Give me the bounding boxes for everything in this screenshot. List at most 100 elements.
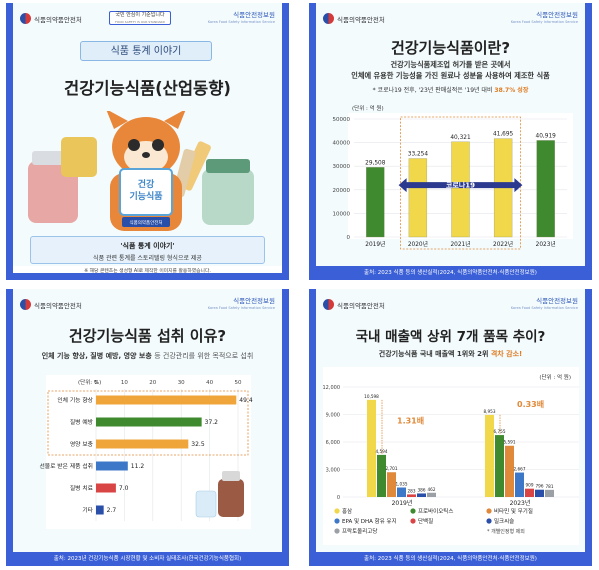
legend-label: 프로바이오틱스 [418, 507, 453, 515]
y-tick-label: 9,000 [326, 413, 340, 419]
legend-swatch [334, 528, 340, 534]
y-tick-label: 30000 [333, 164, 351, 170]
bar [377, 454, 386, 497]
emblem-icon [323, 299, 334, 310]
mascot-ear [164, 111, 186, 129]
ministry-logo: 식품의약품안전처 [323, 13, 385, 24]
value-label: 2.7 [107, 507, 117, 514]
subtitle-main: 인체 기능 향상, 질병 예방, 영양 보충 [41, 352, 155, 360]
banner-title: '식품 통계 이야기' [120, 242, 175, 250]
covid-arrow [398, 178, 523, 193]
y-tick-label: 20000 [333, 188, 351, 194]
bar [397, 487, 406, 497]
value-label: 5,591 [504, 440, 516, 445]
value-label: 6,755 [494, 429, 506, 434]
legend-label: 홍삼 [342, 507, 352, 515]
sales-chart: (단위 : 억 원) 0 10000 20000 30000 40000 50000 29,5… [333, 104, 573, 250]
institute-en: Korea Food Safety Information Service [510, 20, 578, 24]
emblem-icon [20, 13, 31, 24]
value-label: 283 [408, 488, 416, 493]
institute-name: 식품안전정보원 [536, 11, 578, 19]
institute-logo: 식품안전정보원 Korea Food Safety Information Ser… [208, 12, 275, 26]
institute-name: 식품안전정보원 [536, 297, 578, 305]
bar [495, 435, 504, 497]
value-label: 29,508 [365, 160, 386, 166]
ai-note: ※ 해당 콘텐츠는 생성형 AI로 제작한 이미지를 활용하였습니다. [84, 269, 211, 274]
page-title: 건강기능식품 섭취 이유? [68, 327, 227, 345]
unit-label: (단위 : 억 원) [539, 373, 571, 381]
reasons-subtitle: 인체 기능 향상, 질병 예방, 영양 보충 등 건강관리를 위한 목적으로 섭… [6, 351, 289, 361]
legend-swatch [410, 508, 416, 514]
mascot-sign-line1: 건강 [138, 178, 155, 190]
bar [536, 140, 555, 238]
mascot-sign [119, 168, 173, 216]
page-title: 건강기능식품이란? [390, 39, 511, 57]
x-tick-label: 2019년 [365, 240, 385, 248]
value-label: 41,695 [493, 132, 514, 138]
bar [485, 414, 494, 497]
value-label: 37.2 [205, 419, 219, 426]
definition-line2: 인체에 유용한 기능성을 가진 원료나 성분을 사용하여 제조한 식품 [351, 71, 550, 80]
bar [535, 489, 544, 497]
emblem-icon [323, 13, 334, 24]
value-label: 10,598 [364, 394, 379, 399]
x-tick-label: 2023년 [510, 499, 531, 507]
legend-label: 프락토올리고당 [342, 527, 377, 535]
exclusion-note: * 개별인정형 제외 [487, 528, 525, 535]
y-tick-label: 3,000 [326, 468, 340, 474]
legend-swatch [486, 508, 492, 514]
ministry-name: 식품의약품안전처 [337, 15, 385, 24]
card-top7: 출처: 2023 식품 등의 생산실적(2024, 식품의약품안전처·식품안전정… [309, 289, 592, 566]
legend-swatch [334, 508, 340, 514]
y-tick-label: 12,000 [323, 385, 341, 391]
reasons-chart: (단위: %)0 10 20 30 40 50 49.4 인체 기능 향상 37.2 질병 예방 3… [39, 375, 253, 529]
legend-swatch [410, 518, 416, 524]
institute-en: Korea Food Safety Information Service [207, 20, 275, 24]
y-tick-label: 영양 보충 [70, 440, 94, 448]
card-intro: 식품의약품안전처 국민 안심이 기준입니다 FOOD SAFETY IS OUR… [6, 3, 289, 280]
institute-logo: 식품안전정보원 Korea Food Safety Information Ser… [208, 298, 275, 312]
x-tick-label: 50 [235, 380, 242, 386]
growth-note: * 코로나19 전후, '23년 판매실적은 '19년 대비 38.7% 성장 [309, 85, 592, 94]
source-footer: 출처: 2023 식품 등의 생산실적(2024, 식품의약품안전처·식품안전정… [309, 552, 592, 566]
bar [515, 472, 524, 497]
jar-green [202, 169, 254, 225]
card-reasons: 출처: 2023년 건강기능식품 시장현황 및 소비자 실태조사(한국건강기능식… [6, 289, 289, 566]
source-footer: 출처: 2023년 건강기능식품 시장현황 및 소비자 실태조사(한국건강기능식… [6, 552, 289, 566]
x-tick-label: 2022년 [493, 240, 513, 248]
bar [545, 489, 554, 497]
value-label: 40,321 [450, 135, 471, 141]
intro-banner: '식품 통계 이야기' 식품 관련 통계를 스토리텔링 형식으로 제공 [30, 236, 265, 264]
bar [96, 417, 202, 427]
bar [96, 395, 237, 405]
value-label: 796 [536, 484, 544, 489]
value-label: 2,667 [514, 467, 526, 472]
ministry-logo: 식품의약품안전처 [20, 299, 82, 310]
y-tick-label: 10000 [333, 211, 351, 217]
y-tick-label: 50000 [333, 117, 351, 123]
bar [96, 461, 128, 471]
legend-label: EPA 및 DHA 함유 유지 [342, 517, 397, 525]
subtitle-prefix: 건강기능식품 국내 매출액 1위와 2위 [378, 350, 491, 358]
banner-subtitle: 식품 관련 통계를 스토리텔링 형식으로 제공 [93, 255, 202, 262]
x-tick-label: 2020년 [408, 240, 428, 248]
y-tick-label: 6,000 [326, 440, 340, 446]
y-tick-label: 기타 [82, 506, 93, 514]
y-tick-label: 선물로 받은 제품 섭취 [39, 462, 93, 470]
x-tick-label: 2023년 [536, 240, 556, 248]
slogan-text: 국민 안심이 기준입니다 [115, 12, 165, 18]
health-purpose-box [47, 390, 249, 456]
unit-label: (단위 : 억 원) [352, 104, 384, 112]
y-tick-label: 질병 치료 [70, 484, 94, 492]
water-cup [195, 490, 217, 518]
y-tick-label: 0 [347, 235, 351, 241]
emblem-icon [20, 299, 31, 310]
mascot-sign-line2: 기능식품 [129, 190, 162, 202]
supplement-bottle [218, 479, 244, 517]
mascot-badge-text: 식품의약품안전처 [129, 219, 162, 226]
legend-label: 밀크씨슬 [494, 517, 514, 525]
growth-highlight: 38.7% 성장 [494, 87, 529, 94]
x-tick-label: 20 [149, 380, 156, 386]
y-tick-label: 0 [337, 495, 340, 501]
bar [96, 483, 116, 493]
